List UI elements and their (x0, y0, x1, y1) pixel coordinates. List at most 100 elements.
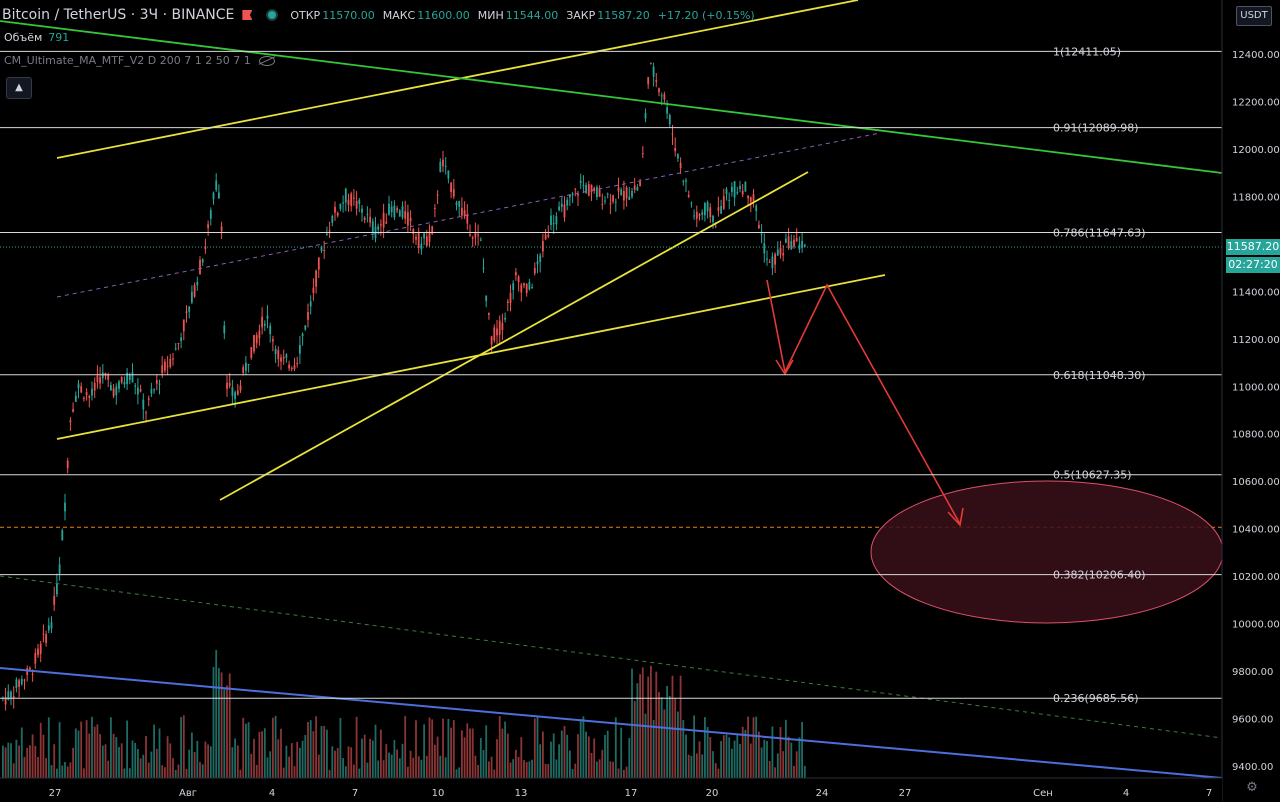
volume-bar (650, 665, 652, 778)
candle-body (34, 653, 37, 664)
volume-bar (560, 730, 563, 778)
candle-body (336, 212, 339, 216)
volume-bar (709, 737, 712, 778)
candle-body (712, 215, 714, 222)
volume-bar (490, 756, 493, 778)
candle-body (355, 201, 358, 209)
volume-bar (266, 757, 269, 778)
candle-body (83, 398, 85, 400)
volume-bar (698, 741, 701, 778)
volume-bar (531, 759, 533, 778)
candle-body (193, 285, 196, 297)
flag-icon[interactable] (242, 10, 253, 20)
volume-bar (768, 761, 771, 778)
candle-body (520, 284, 523, 293)
volume-bar (787, 736, 790, 778)
trend-line-green[interactable] (0, 20, 1223, 174)
candle-body (533, 267, 536, 274)
target-zone-ellipse[interactable] (870, 480, 1224, 624)
hidden-eye-icon[interactable] (258, 55, 275, 66)
forecast-arrow-path[interactable] (766, 279, 961, 525)
volume-bar (196, 740, 199, 778)
candle-body (720, 206, 722, 214)
candle-body (12, 696, 15, 699)
volume-bar (263, 728, 266, 778)
currency-button[interactable]: USDT (1236, 6, 1272, 26)
candle-body (23, 679, 26, 681)
volume-bar (93, 726, 96, 778)
candle-body (288, 364, 290, 369)
candle-body (158, 383, 161, 385)
collapse-legend-button[interactable]: ▲ (6, 77, 32, 99)
candle-body (779, 247, 782, 255)
candle-body (77, 383, 80, 389)
volume-bar (774, 767, 776, 778)
volume-bar (10, 743, 12, 778)
volume-bar (425, 755, 428, 778)
candle-body (409, 217, 412, 222)
symbol-title[interactable]: Bitcoin / TetherUS · 3Ч · BINANCE (2, 7, 235, 23)
volume-bar (631, 668, 633, 778)
volume-bar (679, 675, 682, 778)
volume-bar (515, 749, 517, 778)
volume-bar (285, 745, 288, 778)
volume-bar (593, 738, 596, 778)
volume-bar (393, 740, 396, 778)
volume-bar (261, 731, 263, 778)
candle-body (612, 195, 614, 202)
volume-bar (396, 749, 398, 778)
volume-bar (682, 720, 685, 778)
volume-bar (388, 752, 390, 778)
volume-value: 791 (48, 31, 70, 44)
candle-body (412, 229, 415, 235)
candle-body (701, 212, 704, 215)
trend-line-blue[interactable] (0, 667, 1223, 779)
volume-label: Объём (4, 31, 43, 44)
candle-body (790, 241, 793, 250)
volume-bar (115, 737, 118, 778)
dashed-channel-lower[interactable] (0, 575, 1223, 739)
volume-bar (204, 741, 207, 778)
gear-icon[interactable]: ⚙ (1246, 780, 1258, 795)
candle-body (344, 188, 347, 203)
candle-body (482, 267, 485, 269)
volume-bar (731, 748, 733, 778)
volume-bar (474, 755, 477, 778)
candle-body (72, 409, 74, 412)
volume-bar (563, 726, 566, 778)
candle-body (509, 292, 512, 304)
volume-bar (752, 717, 755, 778)
trend-line-lower[interactable] (56, 274, 886, 440)
volume-bar (385, 744, 388, 778)
volume-bar (547, 764, 550, 778)
volume-legend[interactable]: Объём 791 (4, 31, 69, 44)
candle-body (674, 147, 677, 152)
trend-line-rising[interactable] (219, 171, 809, 501)
dashed-channel-upper[interactable] (56, 132, 881, 298)
volume-bar (625, 766, 628, 778)
indicator-legend[interactable]: CM_Ultimate_MA_MTF_V2 D 200 7 1 2 50 7 1 (4, 54, 275, 67)
candle-body (139, 389, 142, 392)
volume-bar (15, 739, 18, 778)
trend-line-upper[interactable] (56, 0, 859, 159)
candle-body (120, 377, 123, 383)
candle-body (636, 187, 639, 191)
time-axis-label: Сен (1033, 788, 1053, 799)
volume-bar (118, 747, 120, 778)
volume-bar (366, 762, 369, 778)
candle-body (493, 327, 496, 341)
volume-bar (185, 768, 188, 778)
candle-body (164, 361, 166, 371)
volume-bar (466, 723, 469, 778)
candle-body (177, 342, 180, 344)
candle-body (714, 225, 717, 227)
candle-body (401, 206, 404, 218)
volume-bar (555, 759, 558, 778)
candle-body (596, 187, 598, 198)
open-label: ОТКР (290, 8, 321, 22)
candle-body (741, 190, 744, 195)
candle-body (528, 282, 531, 290)
countdown-tag: 02:27:20 (1226, 257, 1280, 273)
volume-bar (164, 767, 166, 778)
